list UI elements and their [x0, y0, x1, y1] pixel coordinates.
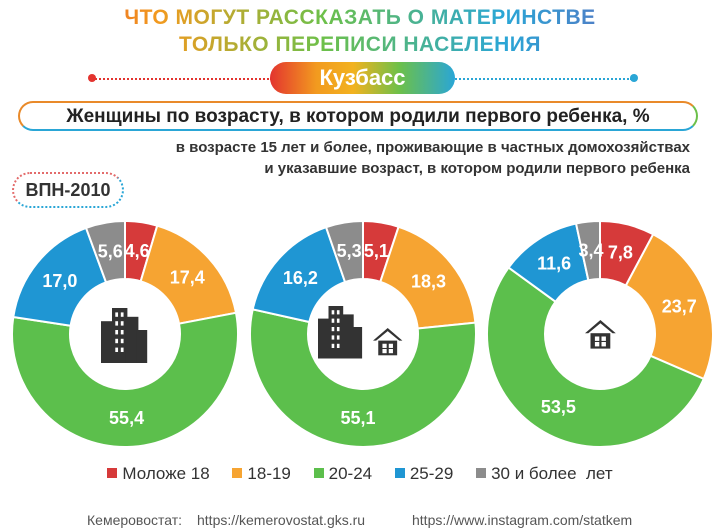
legend-item-25-29: 25-29	[394, 464, 454, 484]
legend-item-20-24: 20-24	[313, 464, 373, 484]
slice-label-under18: 7,8	[608, 243, 633, 263]
legend-swatch-18-19	[232, 468, 243, 478]
donut-chart-1: 4,6 17,4 55,4 17,0 5,6	[11, 219, 239, 448]
census-badge: ВПН-2010	[12, 172, 124, 208]
slice-label-20-24: 55,4	[109, 408, 144, 428]
slice-label-18-19: 18,3	[411, 271, 446, 291]
slice-20-24	[11, 311, 239, 448]
slice-label-under18: 5,1	[364, 241, 389, 261]
slice-18-19	[624, 232, 714, 381]
legend-swatch-25-29	[394, 468, 405, 478]
house-icon	[585, 320, 616, 349]
dotted-rule-left	[92, 78, 272, 80]
slice-20-24	[486, 266, 706, 448]
slice-label-30plus: 5,3	[337, 241, 362, 261]
legend-label-30plus: 30 и более лет	[491, 464, 613, 483]
donut-chart-3: 7,8 23,7 53,5 11,6 3,4	[486, 219, 714, 448]
legend-swatch-20-24	[313, 468, 324, 478]
legend-label-18-19: 18-19	[247, 464, 291, 483]
slice-30plus	[324, 219, 364, 284]
legend-item-30plus: 30 и более лет	[476, 464, 613, 484]
footer-instagram-link[interactable]: https://www.instagram.com/statkem	[412, 512, 633, 528]
legend-item-under18: Моложе 18	[107, 464, 210, 484]
slice-label-18-19: 23,7	[662, 296, 697, 316]
house-icon	[373, 328, 403, 356]
building-icon	[318, 306, 363, 359]
legend-label-25-29: 25-29	[409, 464, 454, 483]
region-badge: Кузбасс	[270, 62, 455, 94]
slice-30plus	[574, 219, 601, 282]
dotted-rule-right	[452, 78, 632, 80]
slice-label-25-29: 11,6	[537, 254, 571, 274]
slice-30plus	[84, 219, 126, 284]
population-note-line-2: и указавшие возраст, в котором родили пе…	[264, 160, 690, 177]
donut-chart-2: 5,1 18,3 55,1 16,2 5,3	[249, 219, 477, 448]
slice-label-25-29: 17,0	[42, 271, 77, 291]
chart-subtitle: Женщины по возрасту, в котором родили пе…	[18, 101, 698, 131]
legend-item-18-19: 18-19	[232, 464, 291, 484]
decorative-dot-right	[630, 74, 638, 82]
slice-label-18-19: 17,4	[170, 268, 205, 288]
population-note-line-1: в возрасте 15 лет и более, проживающие в…	[175, 139, 690, 156]
headline-line-1: ЧТО МОГУТ РАССКАЗАТЬ О МАТЕРИНСТВЕ	[0, 6, 720, 30]
slice-label-25-29: 16,2	[283, 268, 318, 288]
slice-label-20-24: 53,5	[541, 397, 576, 417]
legend-label-under18: Моложе 18	[122, 464, 210, 483]
footer-website-link[interactable]: https://kemerovostat.gks.ru	[197, 512, 366, 528]
slice-label-20-24: 55,1	[340, 408, 375, 428]
chart-legend: Моложе 18 18-19 20-24 25-29 30 и более л…	[0, 464, 720, 484]
footer-source: Кемеровостат:	[87, 512, 183, 528]
building-icon	[101, 308, 148, 363]
legend-swatch-under18	[107, 468, 118, 478]
legend-swatch-30plus	[476, 468, 487, 478]
slice-20-24	[249, 308, 477, 448]
slice-label-30plus: 5,6	[98, 241, 123, 261]
slice-label-30plus: 3,4	[579, 240, 604, 260]
slice-label-under18: 4,6	[125, 241, 150, 261]
headline-line-2: ТОЛЬКО ПЕРЕПИСИ НАСЕЛЕНИЯ	[0, 33, 720, 57]
legend-label-20-24: 20-24	[328, 464, 373, 483]
